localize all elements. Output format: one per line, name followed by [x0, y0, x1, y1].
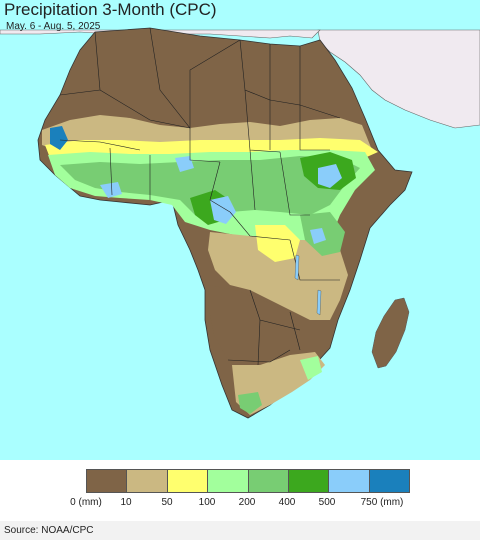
lake-malawi	[316, 289, 322, 316]
source-footer: Source: NOAA/CPC	[0, 521, 480, 540]
legend-swatch-3	[207, 470, 248, 492]
coast-blue-spot	[100, 182, 122, 198]
natal-green-patch	[300, 356, 322, 380]
legend-label-6: 500	[318, 497, 336, 508]
legend-label-0: 0 (mm)	[70, 497, 102, 508]
madagascar	[371, 297, 410, 369]
europe-landmass	[0, 29, 321, 39]
map-title: Precipitation 3-Month (CPC)	[4, 0, 217, 19]
guinea-blue-spot	[50, 126, 68, 150]
legend-swatch-6	[328, 470, 369, 492]
angola-brown-region	[208, 285, 300, 368]
nigeria-blue-spot	[210, 196, 236, 224]
legend-label-2: 50	[161, 497, 173, 508]
middle-east-landmass	[317, 29, 480, 129]
ethiopia-blue-spot	[318, 164, 342, 188]
lake-victoria-blue	[310, 228, 326, 244]
legend-swatch-7	[368, 470, 409, 492]
congo-yellow-patch	[255, 225, 300, 262]
source-text: Source: NOAA/CPC	[4, 525, 94, 536]
legend-label-4: 200	[238, 497, 256, 508]
legend-swatch-0	[87, 470, 127, 492]
date-range: May. 6 - Aug. 5, 2025	[6, 21, 101, 32]
central-blue-spot	[175, 156, 194, 172]
legend-label-1: 10	[120, 497, 132, 508]
precipitation-map: Precipitation 3-Month (CPC) May. 6 - Aug…	[0, 0, 480, 460]
legend-label-5: 400	[278, 497, 296, 508]
congo-tan-region	[208, 232, 348, 320]
legend-swatch-5	[287, 470, 329, 492]
legend-swatch-1	[126, 470, 167, 492]
legend-label-7: 750 (mm)	[360, 497, 404, 508]
lake-tanganyika	[294, 254, 300, 281]
legend-label-3: 100	[198, 497, 216, 508]
country-borders	[59, 27, 341, 366]
map-svg	[0, 27, 480, 419]
color-legend	[86, 469, 410, 493]
tropical-green-band	[60, 156, 360, 222]
legend-swatch-4	[247, 470, 288, 492]
legend-swatch-2	[166, 470, 208, 492]
cape-green-patch	[238, 392, 262, 414]
